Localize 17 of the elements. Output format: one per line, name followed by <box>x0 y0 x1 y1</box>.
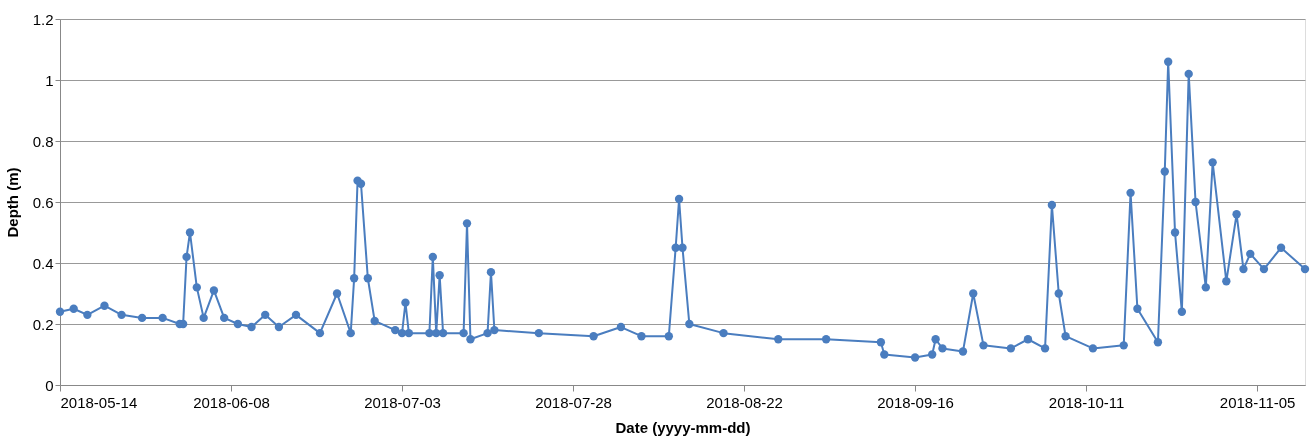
y-tick-label: 0.8 <box>32 132 54 150</box>
y-tick-label: 1 <box>45 71 54 89</box>
x-tick-label: 2018-07-03 <box>364 393 441 411</box>
x-tick-label: 2018-09-16 <box>877 393 954 411</box>
x-tick-label: 2018-05-14 <box>60 393 138 411</box>
y-tick-label: 0.2 <box>32 315 54 333</box>
y-tick-label: 1.2 <box>32 10 54 28</box>
x-tick-label: 2018-06-08 <box>193 393 270 411</box>
y-tick-label: 0.6 <box>32 193 54 211</box>
y-tick-label: 0.4 <box>32 254 54 272</box>
x-tick-label: 2018-11-05 <box>1219 393 1296 411</box>
y-axis-title: Depth (m) <box>3 167 21 238</box>
x-tick-label: 2018-07-28 <box>535 393 612 411</box>
x-tick-label: 2018-08-22 <box>706 393 783 411</box>
x-tick-label: 2018-10-11 <box>1048 393 1125 411</box>
y-tick-label: 0 <box>45 376 54 394</box>
x-axis-title: Date (yyyy-mm-dd) <box>615 418 751 436</box>
